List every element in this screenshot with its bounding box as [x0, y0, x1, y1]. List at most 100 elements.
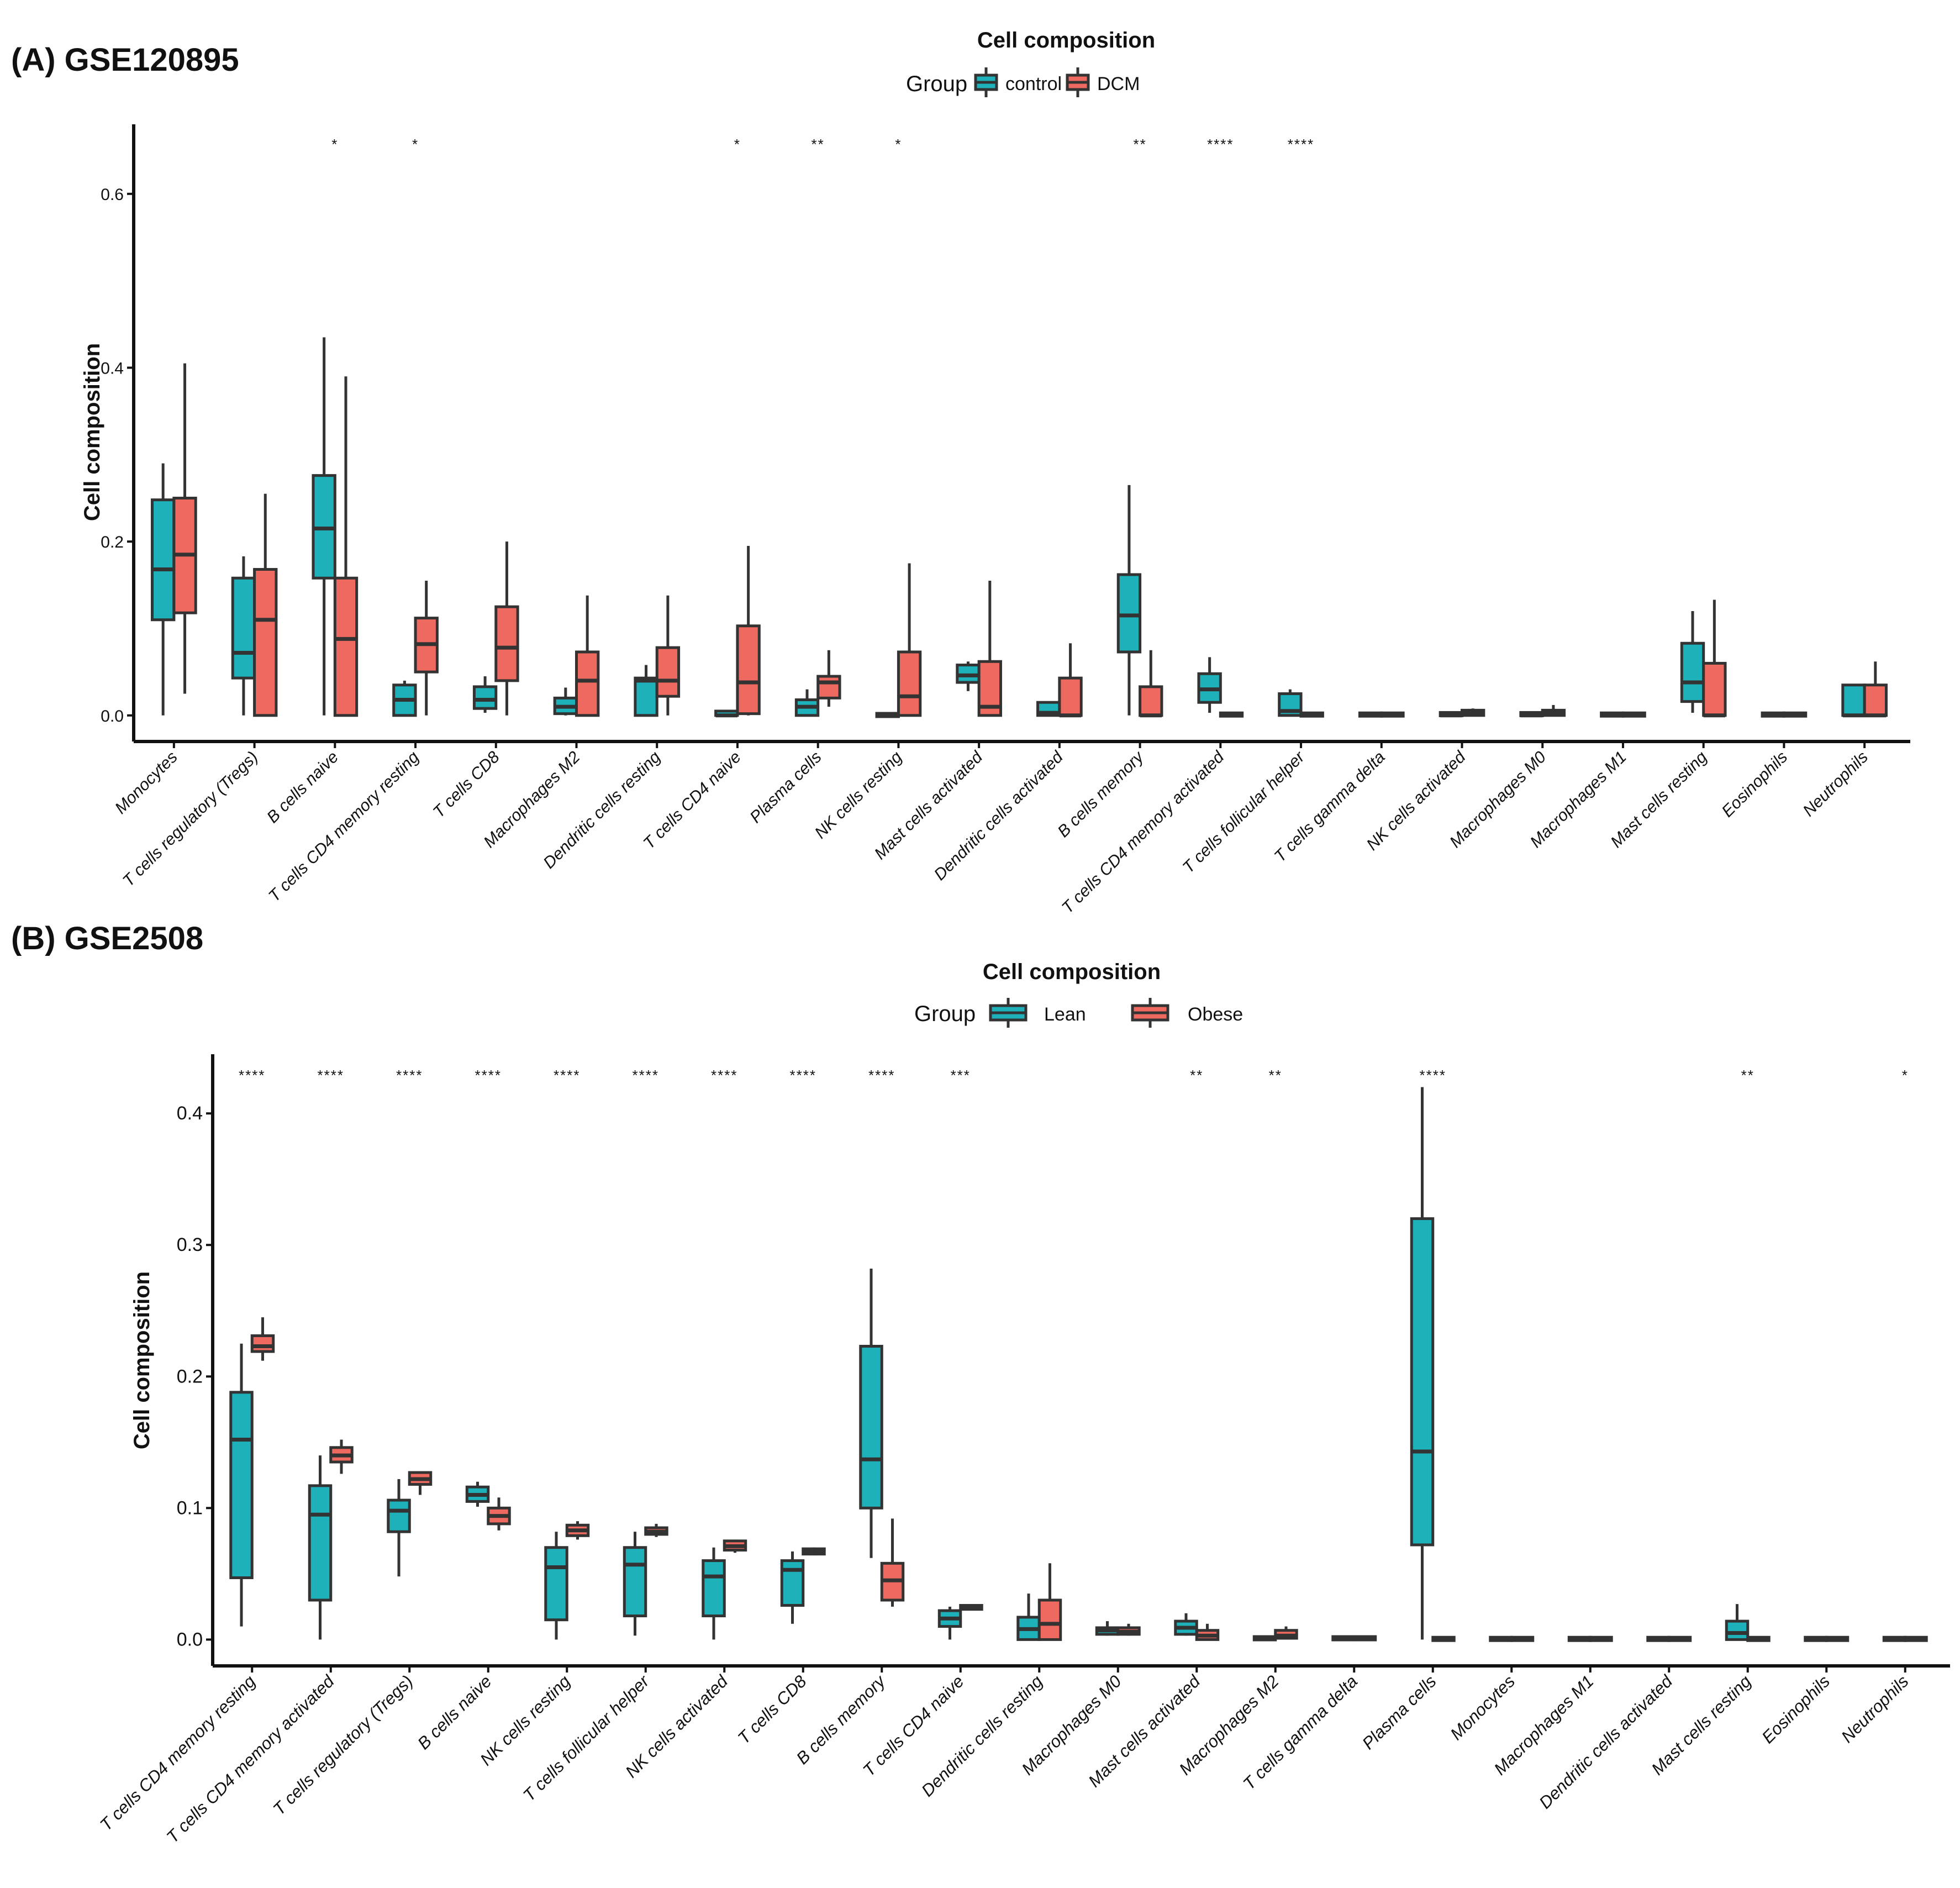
box-rect [472, 685, 498, 710]
box-dcm [1702, 599, 1727, 718]
significance-label: **** [318, 1067, 344, 1084]
significance-label: ** [812, 136, 825, 152]
box-obese [644, 1523, 668, 1537]
significance-label: **** [396, 1067, 423, 1084]
box-dcm [897, 563, 922, 717]
box-obese [408, 1471, 433, 1495]
y-tick-label: 0.0 [177, 1629, 203, 1650]
box-rect [229, 1391, 254, 1579]
box-lean [1016, 1594, 1041, 1641]
box-obese [329, 1439, 354, 1474]
box-rect [151, 498, 176, 622]
box-dcm [1219, 711, 1244, 718]
plot-area: 0.00.10.20.30.4****T cells CD4 memory re… [96, 1054, 1950, 1847]
box-rect [655, 646, 681, 698]
box-obese [1746, 1635, 1771, 1642]
box-dcm [172, 363, 197, 694]
box-lean [1646, 1635, 1671, 1642]
y-axis-label: Cell composition [130, 1271, 154, 1449]
box-dcm [494, 541, 519, 716]
box-rect [253, 567, 278, 717]
box-lean [702, 1547, 726, 1640]
box-dcm [1782, 711, 1808, 718]
significance-label: **** [475, 1067, 502, 1084]
box-rect [816, 675, 841, 700]
x-tick-label: T cells CD8 [734, 1671, 811, 1748]
y-tick-label: 0.3 [177, 1234, 203, 1255]
x-tick-label: T cells regulatory (Tregs) [119, 748, 262, 891]
box-dcm [1299, 711, 1324, 718]
box-dcm [253, 493, 278, 717]
legend-key-dcm [1066, 67, 1090, 97]
box-dcm [655, 595, 681, 716]
box-obese [1904, 1635, 1928, 1642]
box-control [1439, 711, 1463, 718]
box-rect [308, 1484, 333, 1602]
box-control [1036, 701, 1061, 717]
box-rect [1725, 1619, 1750, 1641]
box-rect [1410, 1217, 1435, 1547]
box-rect [780, 1559, 805, 1607]
box-lean [1567, 1635, 1592, 1642]
box-lean [1489, 1635, 1513, 1642]
x-tick-label: Monocytes [1446, 1671, 1519, 1744]
x-tick-label: Dendritic cells activated [1535, 1671, 1677, 1812]
x-tick-label: T cells CD8 [430, 748, 503, 821]
box-rect [544, 1546, 568, 1622]
box-control [1116, 485, 1142, 716]
y-tick-label: 0.4 [177, 1103, 203, 1124]
box-control [956, 661, 981, 691]
x-tick-label: Plasma cells [1358, 1671, 1440, 1753]
box-control [151, 463, 176, 716]
box-control [1680, 611, 1705, 713]
box-lean [1725, 1604, 1750, 1641]
legend: Group control DCM [906, 67, 1140, 97]
box-lean [387, 1479, 411, 1577]
x-tick-label: NK cells resting [812, 748, 906, 842]
box-rect [634, 676, 658, 717]
y-tick-label: 0.2 [177, 1366, 203, 1387]
box-obese [723, 1539, 747, 1553]
box-dcm [1863, 661, 1888, 718]
significance-label: ** [1741, 1067, 1754, 1084]
legend-label-lean: Lean [1044, 1004, 1086, 1025]
box-dcm [1461, 708, 1485, 717]
box-control [1761, 711, 1785, 718]
box-control [231, 556, 256, 716]
legend-title: Group [914, 1002, 976, 1026]
x-tick-label: T cells CD4 memory activated [163, 1671, 339, 1847]
box-obese [1195, 1623, 1220, 1641]
box-dcm [575, 595, 600, 717]
box-control [312, 337, 336, 716]
legend-key-control [974, 67, 998, 97]
box-obese [487, 1497, 511, 1531]
significance-label: **** [790, 1067, 816, 1084]
box-control [1841, 683, 1866, 718]
significance-label: *** [951, 1067, 971, 1084]
significance-label: ** [1269, 1067, 1282, 1084]
box-lean [1804, 1635, 1828, 1642]
box-rect [1702, 661, 1727, 717]
box-lean [859, 1269, 883, 1558]
box-rect [494, 605, 519, 682]
box-lean [544, 1532, 568, 1640]
box-obese [1431, 1635, 1456, 1642]
box-rect [859, 1345, 883, 1510]
legend-key-obese [1131, 998, 1169, 1028]
box-obese [1352, 1635, 1377, 1642]
y-tick-label: 0.0 [101, 707, 124, 725]
x-tick-label: T cells CD4 memory resting [96, 1671, 259, 1834]
significance-label: * [412, 136, 419, 152]
box-lean [308, 1455, 333, 1640]
box-dcm [977, 580, 1002, 717]
box-rect [250, 1334, 275, 1353]
box-dcm [333, 376, 359, 717]
box-rect [623, 1546, 647, 1618]
box-obese [250, 1317, 275, 1361]
significance-label: **** [711, 1067, 737, 1084]
panel-label: (A) GSE120895 [11, 42, 239, 78]
box-obese [1825, 1635, 1850, 1642]
box-lean [1331, 1635, 1356, 1642]
x-tick-label: B cells naive [414, 1671, 496, 1753]
